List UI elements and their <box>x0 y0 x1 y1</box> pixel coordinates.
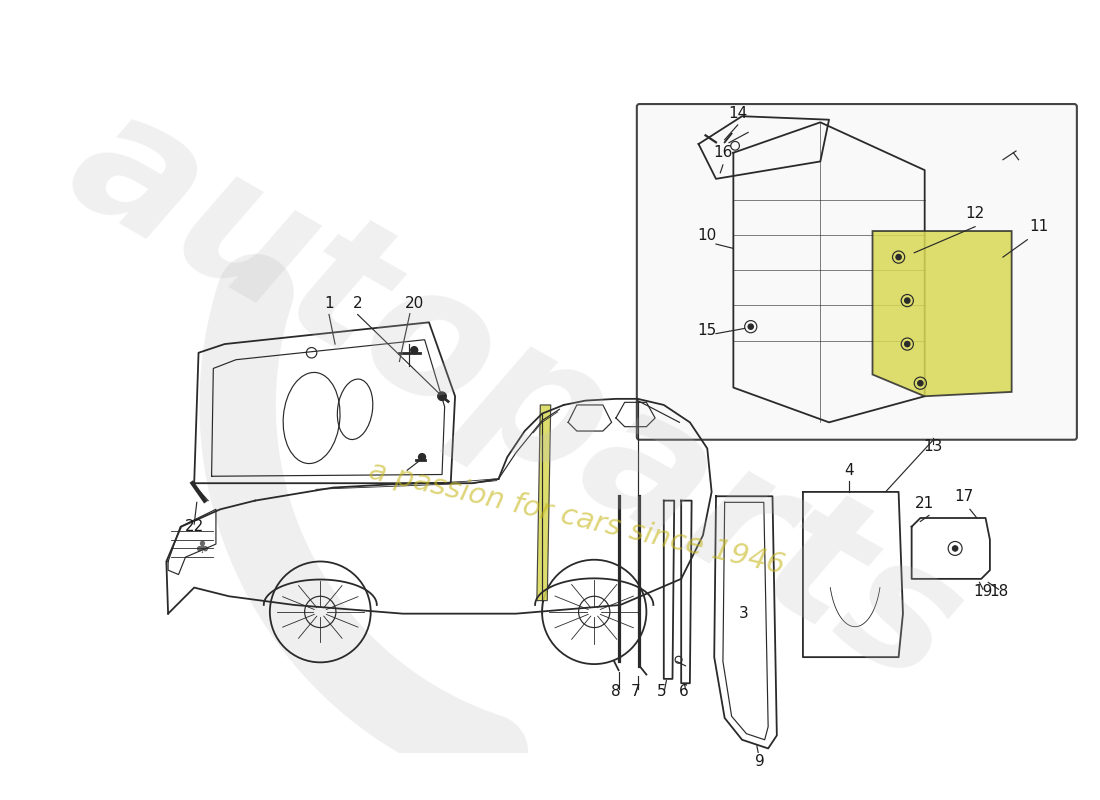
Text: 9: 9 <box>755 754 764 769</box>
Text: 1: 1 <box>324 295 333 310</box>
Text: a passion for cars since 1946: a passion for cars since 1946 <box>366 457 788 579</box>
Text: 16: 16 <box>713 145 733 160</box>
Text: 8: 8 <box>612 684 620 699</box>
Text: 7: 7 <box>630 684 640 699</box>
Circle shape <box>896 254 901 260</box>
Text: 22: 22 <box>185 519 204 534</box>
Circle shape <box>410 346 418 354</box>
Text: 20: 20 <box>405 295 424 310</box>
Text: 15: 15 <box>697 323 717 338</box>
Text: 5: 5 <box>657 684 667 699</box>
Text: 13: 13 <box>924 439 943 454</box>
Text: 3: 3 <box>739 606 749 621</box>
Polygon shape <box>872 231 1012 396</box>
Text: 6: 6 <box>679 684 689 699</box>
Text: 17: 17 <box>954 489 974 504</box>
Circle shape <box>904 342 910 346</box>
Text: 14: 14 <box>728 106 747 121</box>
Text: 10: 10 <box>697 228 717 242</box>
Text: 11: 11 <box>1028 219 1048 234</box>
Polygon shape <box>537 405 551 601</box>
FancyBboxPatch shape <box>637 104 1077 440</box>
Text: autoparts: autoparts <box>42 71 990 721</box>
Text: 19: 19 <box>974 584 992 599</box>
Circle shape <box>748 324 754 330</box>
Text: 12: 12 <box>966 206 984 221</box>
Circle shape <box>917 381 923 386</box>
Circle shape <box>953 546 958 551</box>
Circle shape <box>438 392 447 401</box>
Circle shape <box>904 298 910 303</box>
Text: 21: 21 <box>915 495 934 510</box>
Text: 18: 18 <box>989 584 1009 599</box>
Text: 2: 2 <box>353 295 363 310</box>
Circle shape <box>419 454 426 461</box>
Text: ♣: ♣ <box>194 538 209 557</box>
Text: 4: 4 <box>844 462 854 478</box>
